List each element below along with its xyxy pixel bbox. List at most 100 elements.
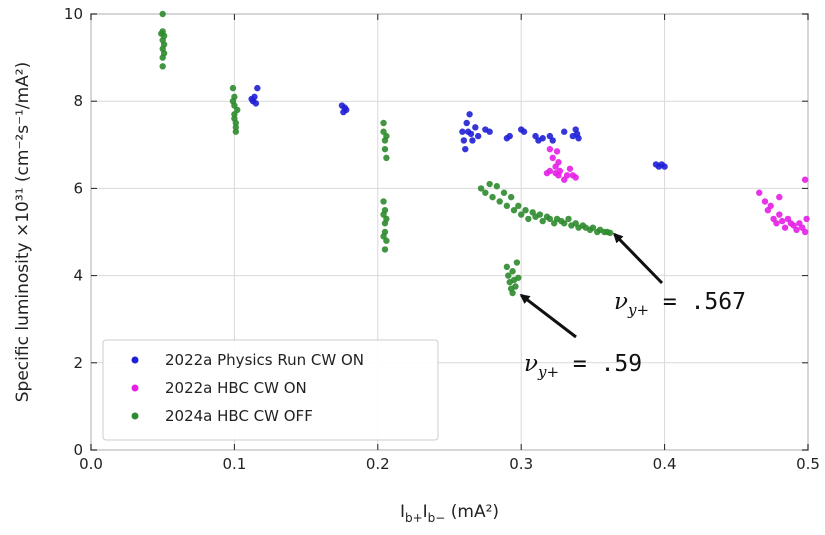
data-point-series-3 (522, 207, 529, 214)
y-tick-label: 6 (73, 179, 83, 197)
data-point-series-2 (553, 148, 561, 155)
data-point-series-3 (160, 41, 168, 48)
legend-marker (131, 412, 139, 420)
y-tick-label: 0 (73, 441, 83, 459)
data-point-series-1 (467, 130, 475, 138)
data-point-series-2 (546, 167, 554, 175)
data-point-series-2 (803, 215, 810, 223)
data-point-series-1 (252, 100, 260, 107)
data-point-series-2 (781, 224, 789, 231)
data-point-series-1 (520, 128, 528, 135)
data-point-series-3 (507, 193, 515, 201)
x-tick-label: 0.0 (79, 455, 103, 473)
data-point-series-3 (493, 183, 501, 190)
data-point-series-1 (573, 130, 581, 138)
annotation-label: νy+ = .59 (524, 351, 642, 381)
data-point-series-2 (756, 189, 763, 196)
x-tick-label: 0.1 (222, 455, 246, 473)
data-point-series-2 (801, 228, 809, 236)
data-point-series-1 (463, 119, 470, 127)
legend-label: 2022a HBC CW ON (165, 379, 307, 397)
data-point-series-2 (776, 211, 783, 218)
legend: 2022a Physics Run CW ON 2022a HBC CW ON 20… (102, 339, 439, 441)
data-point-series-1 (254, 84, 261, 92)
data-point-series-2 (778, 217, 786, 225)
data-point-series-2 (776, 193, 783, 201)
data-point-series-1 (474, 132, 482, 140)
data-point-series-3 (500, 189, 508, 196)
x-tick-label: 0.5 (796, 455, 820, 473)
data-point-series-3 (158, 30, 165, 37)
data-point-series-3 (509, 268, 516, 275)
data-point-series-3 (513, 259, 521, 266)
data-point-series-1 (469, 137, 476, 144)
data-point-series-3 (503, 202, 511, 210)
data-point-series-2 (555, 159, 562, 166)
y-tick-label: 8 (73, 92, 83, 110)
data-point-series-3 (546, 215, 554, 223)
data-point-series-3 (536, 211, 544, 218)
data-point-series-3 (482, 189, 489, 196)
data-point-series-3 (160, 50, 168, 57)
data-point-series-2 (546, 145, 554, 153)
grid-lines (90, 13, 809, 451)
data-point-series-2 (572, 174, 579, 181)
data-point-series-1 (539, 135, 546, 142)
axis-ticks: 0.0 0.1 0.2 0.3 0.4 0.5 0 2 4 6 8 10 (64, 5, 820, 473)
data-point-series-3 (512, 283, 519, 290)
data-point-series-3 (505, 272, 512, 279)
data-point-series-3 (525, 215, 532, 223)
data-point-series-3 (229, 98, 237, 105)
data-point-series-3 (589, 224, 597, 231)
data-point-series-2 (563, 172, 571, 179)
data-point-series-3 (518, 211, 525, 218)
annotations: νy+ = .567 νy+ = .59 (519, 232, 746, 381)
data-point-series-3 (486, 180, 493, 188)
data-point-series-3 (381, 207, 389, 214)
legend-label: 2024a HBC CW OFF (165, 407, 313, 425)
data-point-series-2 (761, 198, 769, 205)
data-point-series-1 (561, 128, 568, 135)
y-tick-label: 4 (73, 267, 83, 285)
data-points (158, 10, 810, 297)
data-point-series-3 (565, 215, 572, 223)
data-point-series-3 (515, 202, 522, 210)
data-point-series-1 (549, 137, 556, 144)
data-point-series-3 (380, 198, 387, 205)
data-point-series-1 (661, 163, 668, 170)
legend-marker (131, 356, 139, 364)
x-axis-label: Ib+Ib− (mA²) (400, 502, 499, 525)
data-point-series-3 (496, 198, 503, 205)
data-point-series-2 (773, 220, 780, 227)
data-point-series-3 (159, 63, 166, 70)
data-point-series-2 (793, 226, 800, 234)
data-point-series-3 (515, 274, 522, 281)
annotation-arrow (519, 294, 577, 339)
data-point-series-3 (234, 106, 241, 114)
data-point-series-3 (381, 246, 389, 253)
y-axis-label: Specific luminosity ×10³¹ (cm⁻²s⁻¹/mA²) (13, 62, 33, 402)
data-point-series-1 (472, 124, 479, 131)
data-point-series-3 (503, 263, 511, 271)
data-point-series-3 (380, 233, 387, 240)
data-point-series-3 (510, 207, 518, 214)
y-tick-label: 10 (64, 5, 83, 23)
annotation-label: νy+ = .567 (614, 289, 746, 319)
data-point-series-3 (383, 215, 390, 223)
data-point-series-1 (459, 128, 466, 135)
data-point-series-2 (801, 176, 809, 183)
data-point-series-1 (466, 111, 473, 118)
legend-box (102, 339, 439, 441)
data-point-series-3 (477, 185, 485, 192)
x-tick-label: 0.3 (509, 455, 533, 473)
data-point-series-3 (489, 193, 496, 201)
data-point-series-2 (566, 165, 574, 172)
data-point-series-3 (383, 132, 390, 140)
annotation-arrow (613, 232, 664, 285)
data-point-series-3 (380, 119, 387, 127)
data-point-series-3 (159, 10, 166, 18)
data-point-series-3 (606, 229, 614, 237)
data-point-series-1 (506, 132, 513, 140)
data-point-series-2 (555, 172, 562, 179)
